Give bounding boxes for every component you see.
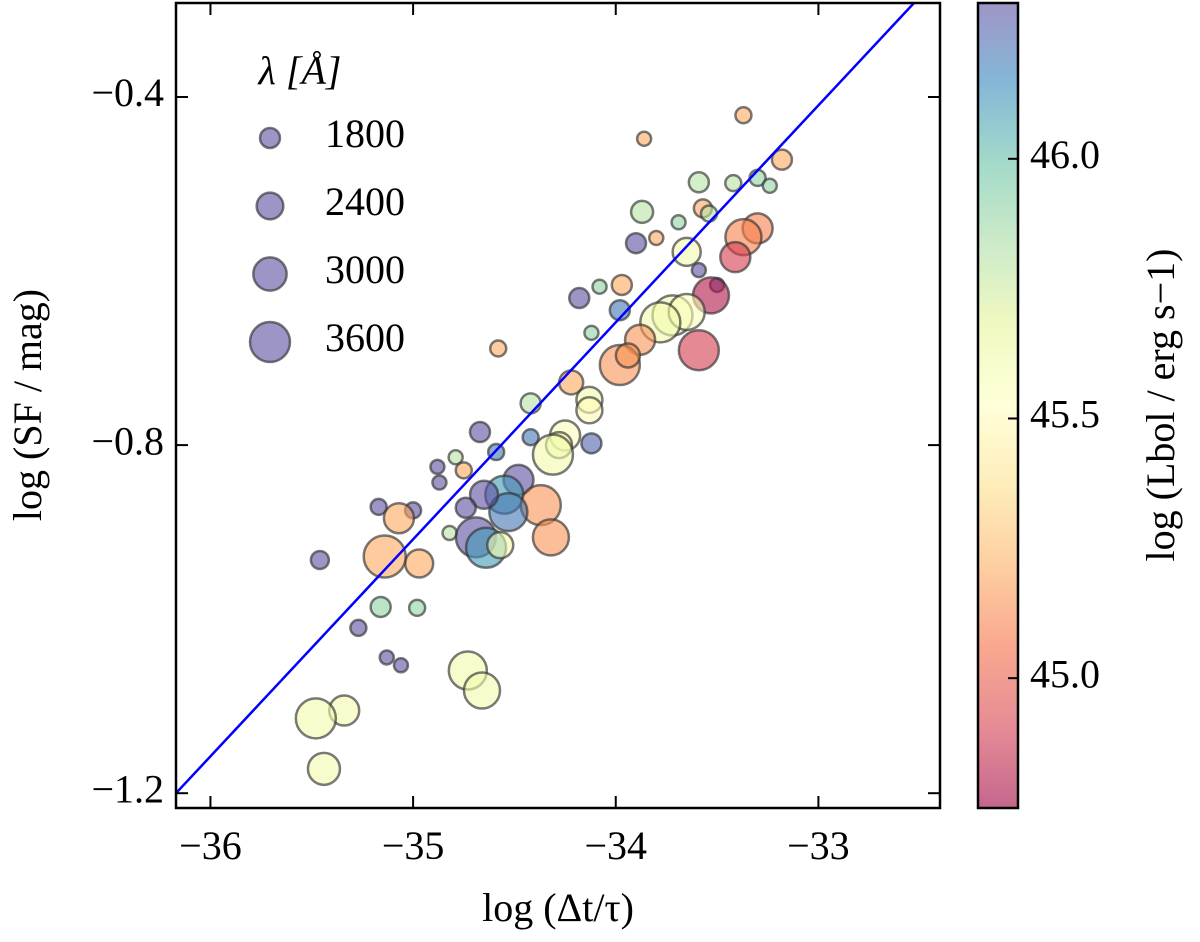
fit-line: [176, 3, 916, 795]
scatter-point: [447, 449, 464, 466]
legend-label: 1800: [325, 111, 405, 156]
colorbar-label: log (Lbol / erg s−1): [1138, 249, 1183, 562]
scatter-point: [531, 518, 571, 557]
scatter-point: [580, 432, 603, 455]
scatter-point: [583, 324, 600, 342]
scatter-point: [575, 396, 604, 425]
colorbar-tick-label: 45.0: [1030, 651, 1100, 696]
scatter-point: [369, 497, 388, 517]
scatter-point: [690, 261, 708, 279]
scatter-point: [468, 420, 492, 444]
scatter-point: [378, 649, 396, 666]
scatter-point: [614, 342, 642, 369]
scatter-point: [531, 433, 575, 476]
scatter-point: [670, 214, 687, 231]
scatter-point: [349, 618, 368, 638]
scatter-point: [770, 148, 794, 171]
scatter-point: [761, 177, 779, 195]
legend-marker: [248, 320, 292, 364]
scatter-point: [294, 697, 338, 740]
colorbar: [976, 1, 1020, 810]
plot-frame: [174, 1, 942, 810]
scatter-point: [382, 501, 416, 535]
scatter-point: [462, 671, 502, 710]
scatter-point: [610, 273, 634, 297]
scatter-point: [485, 530, 515, 560]
legend-marker: [252, 256, 288, 292]
x-axis-label: log (Δt/τ): [482, 885, 634, 930]
x-tick-label: −35: [382, 823, 445, 868]
scatter-point: [635, 130, 653, 148]
legend-marker: [255, 191, 285, 221]
scatter-point: [488, 491, 529, 533]
scatter-point: [454, 496, 478, 520]
legend-title: λ [Å]: [258, 48, 342, 93]
y-axis-label: log (SF / mag): [5, 289, 50, 521]
scatter-point: [454, 461, 474, 480]
scatter-point: [392, 657, 410, 674]
scatter-point: [624, 231, 648, 255]
scatter-point: [441, 524, 458, 542]
scatter-point: [521, 428, 540, 447]
scatter-point: [568, 286, 591, 310]
scatter-point: [407, 598, 427, 618]
scatter-point: [369, 595, 392, 619]
x-tick-label: −36: [179, 823, 242, 868]
scatter-point: [488, 339, 508, 358]
y-tick-label: −0.4: [91, 70, 164, 115]
scatter-point: [519, 392, 542, 415]
scatter-point: [648, 229, 665, 247]
y-tick-label: −0.8: [91, 418, 164, 463]
scatter-point: [403, 548, 435, 579]
plot-area: [176, 3, 916, 795]
scatter-point: [608, 298, 632, 322]
legend-label: 3600: [325, 315, 405, 360]
scatter-point: [677, 328, 721, 372]
scatter-point: [719, 240, 752, 274]
x-tick-label: −34: [584, 823, 647, 868]
legend-marker: [258, 126, 282, 150]
legend-label: 3000: [325, 247, 405, 292]
colorbar-tick-label: 46.0: [1030, 132, 1100, 177]
scatter-point: [306, 751, 342, 787]
scatter-point: [724, 173, 743, 193]
scatter-point: [468, 479, 500, 510]
y-tick-label: −1.2: [91, 766, 164, 811]
scatter-point: [734, 106, 753, 125]
scatter-point: [429, 458, 446, 476]
scatter-point: [699, 204, 719, 223]
scatter-point: [362, 534, 407, 579]
scatter-point: [309, 549, 331, 571]
colorbar-tick-label: 45.5: [1030, 392, 1100, 437]
scatter-point: [687, 171, 711, 194]
x-tick-label: −33: [787, 823, 850, 868]
scatter-point: [671, 236, 702, 268]
scatter-point: [591, 278, 608, 295]
legend-label: 2400: [325, 179, 405, 224]
scatter-point: [629, 199, 655, 225]
scatter-point: [431, 474, 448, 491]
